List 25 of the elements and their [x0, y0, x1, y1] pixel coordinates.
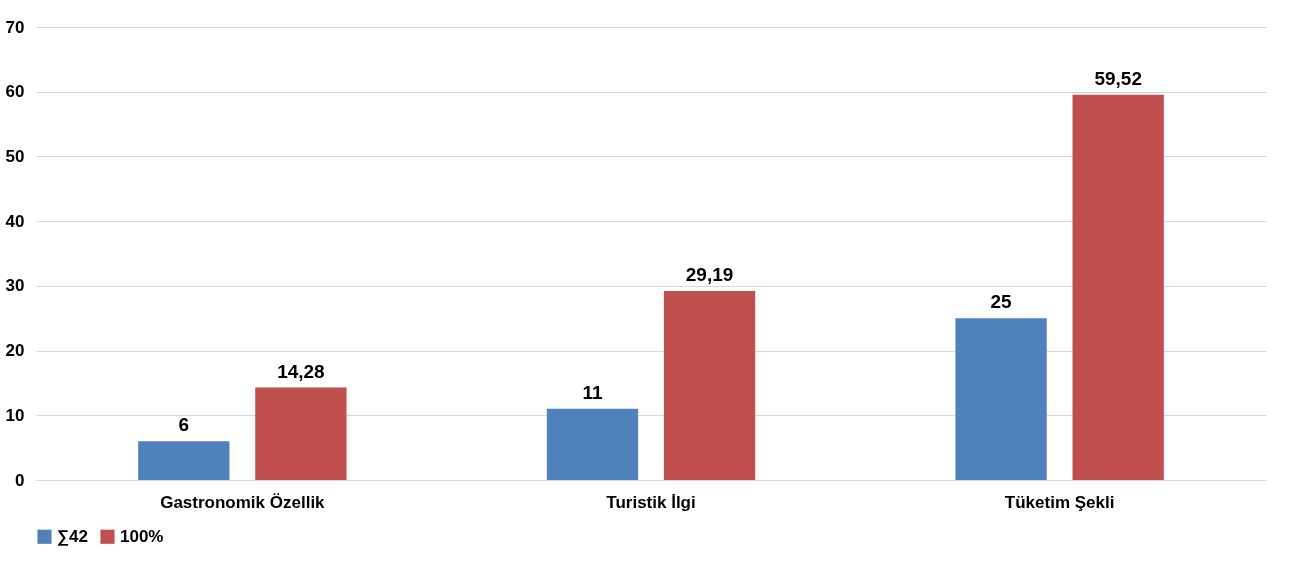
data-label: 6	[178, 414, 190, 436]
y-tick-label: 0	[15, 470, 25, 490]
data-label: 25	[990, 291, 1013, 313]
bar	[663, 291, 756, 480]
y-tick-label: 60	[5, 82, 25, 102]
y-tick-label: 20	[5, 341, 25, 361]
x-tick-label: Gastronomik Özellik	[160, 492, 326, 512]
y-tick-label: 30	[5, 276, 25, 296]
y-tick-label: 70	[5, 17, 25, 37]
bar	[955, 318, 1047, 480]
x-tick-label: Tüketim Şekli	[1004, 492, 1115, 512]
legend-label: 100%	[120, 526, 164, 546]
data-label: 14,28	[277, 360, 325, 382]
data-label: 59,52	[1094, 67, 1142, 89]
data-label: 29,19	[685, 264, 734, 286]
y-tick-label: 50	[5, 146, 25, 166]
x-tick-label: Turistik İlgi	[606, 492, 696, 512]
bar	[1072, 94, 1164, 480]
bar	[255, 387, 347, 480]
bar	[138, 441, 230, 480]
legend-label: ∑42	[57, 526, 89, 546]
bar	[546, 408, 639, 480]
y-tick-label: 10	[5, 405, 25, 425]
data-label: 11	[582, 381, 603, 403]
y-tick-label: 40	[5, 211, 25, 231]
